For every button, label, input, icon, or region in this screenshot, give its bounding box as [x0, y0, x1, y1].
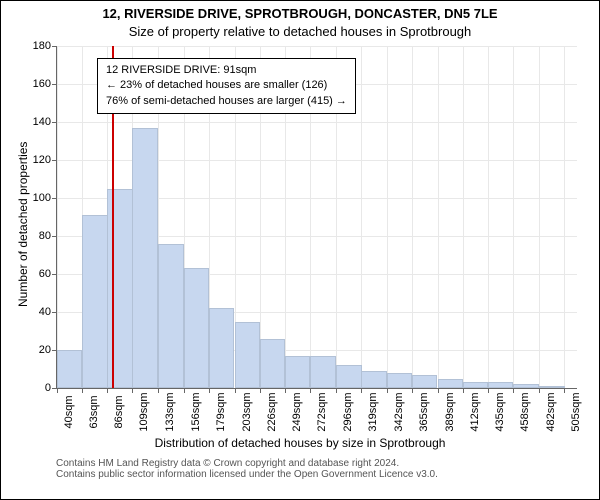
grid-line-h: [57, 46, 577, 47]
xtick-label: 458sqm: [513, 392, 531, 431]
xtick-mark: [107, 388, 108, 393]
ytick-label: 20: [39, 344, 57, 356]
footer-line1: Contains HM Land Registry data © Crown c…: [56, 458, 399, 469]
histogram-bar: [361, 371, 386, 388]
histogram-bar: [132, 128, 157, 388]
ytick-label: 120: [33, 154, 57, 166]
xtick-label: 389sqm: [438, 392, 456, 431]
ytick-label: 60: [39, 268, 57, 280]
footer-text: Contains HM Land Registry data © Crown c…: [56, 458, 600, 480]
grid-line-v: [412, 46, 413, 388]
xtick-mark: [57, 388, 58, 393]
chart-title-line2: Size of property relative to detached ho…: [0, 24, 600, 39]
info-box-line1: 12 RIVERSIDE DRIVE: 91sqm: [106, 63, 347, 78]
ytick-label: 80: [39, 230, 57, 242]
grid-line-v: [564, 46, 565, 388]
histogram-bar: [387, 373, 412, 388]
ytick-label: 180: [33, 40, 57, 52]
xtick-label: 86sqm: [107, 395, 125, 428]
grid-line-v: [488, 46, 489, 388]
xtick-label: 319sqm: [361, 392, 379, 431]
xtick-label: 133sqm: [158, 392, 176, 431]
xtick-label: 109sqm: [132, 392, 150, 431]
xtick-mark: [82, 388, 83, 393]
xtick-label: 40sqm: [57, 395, 75, 428]
histogram-bar: [260, 339, 285, 388]
grid-line-v: [463, 46, 464, 388]
xtick-label: 412sqm: [463, 392, 481, 431]
grid-line-v: [387, 46, 388, 388]
histogram-bar: [82, 215, 107, 388]
footer-line2: Contains public sector information licen…: [56, 469, 438, 480]
xtick-label: 179sqm: [209, 392, 227, 431]
chart-container: 12, RIVERSIDE DRIVE, SPROTBROUGH, DONCAS…: [0, 0, 600, 500]
xtick-label: 272sqm: [310, 392, 328, 431]
grid-line-v: [438, 46, 439, 388]
info-box: 12 RIVERSIDE DRIVE: 91sqm ← 23% of detac…: [97, 58, 356, 114]
y-axis-label: Number of detached properties: [16, 142, 30, 307]
plot-area: 02040608010012014016018040sqm63sqm86sqm1…: [56, 46, 577, 389]
grid-line-v: [361, 46, 362, 388]
histogram-bar: [513, 384, 538, 388]
info-box-line3: 76% of semi-detached houses are larger (…: [106, 94, 347, 109]
histogram-bar: [539, 386, 564, 388]
xtick-label: 156sqm: [184, 392, 202, 431]
histogram-bar: [158, 244, 183, 388]
grid-line-v: [513, 46, 514, 388]
ytick-label: 40: [39, 306, 57, 318]
xtick-label: 505sqm: [564, 392, 582, 431]
histogram-bar: [336, 365, 361, 388]
ytick-label: 140: [33, 116, 57, 128]
xtick-label: 296sqm: [336, 392, 354, 431]
ytick-label: 160: [33, 78, 57, 90]
xtick-label: 203sqm: [235, 392, 253, 431]
chart-title-line1: 12, RIVERSIDE DRIVE, SPROTBROUGH, DONCAS…: [0, 6, 600, 21]
xtick-label: 365sqm: [412, 392, 430, 431]
ytick-label: 100: [33, 192, 57, 204]
xtick-label: 435sqm: [488, 392, 506, 431]
histogram-bar: [57, 350, 82, 388]
x-axis-label: Distribution of detached houses by size …: [0, 436, 600, 450]
xtick-label: 63sqm: [82, 395, 100, 428]
histogram-bar: [438, 379, 463, 389]
xtick-label: 482sqm: [539, 392, 557, 431]
histogram-bar: [235, 322, 260, 389]
grid-line-v: [539, 46, 540, 388]
xtick-label: 249sqm: [285, 392, 303, 431]
ytick-label: 0: [45, 382, 57, 394]
xtick-label: 342sqm: [387, 392, 405, 431]
histogram-bar: [412, 375, 437, 388]
grid-line-v: [57, 46, 58, 388]
histogram-bar: [209, 308, 234, 388]
histogram-bar: [310, 356, 335, 388]
info-box-line2: ← 23% of detached houses are smaller (12…: [106, 78, 347, 93]
xtick-label: 226sqm: [260, 392, 278, 431]
histogram-bar: [488, 382, 513, 388]
grid-line-h: [57, 122, 577, 123]
histogram-bar: [463, 382, 488, 388]
histogram-bar: [285, 356, 310, 388]
histogram-bar: [184, 268, 209, 388]
